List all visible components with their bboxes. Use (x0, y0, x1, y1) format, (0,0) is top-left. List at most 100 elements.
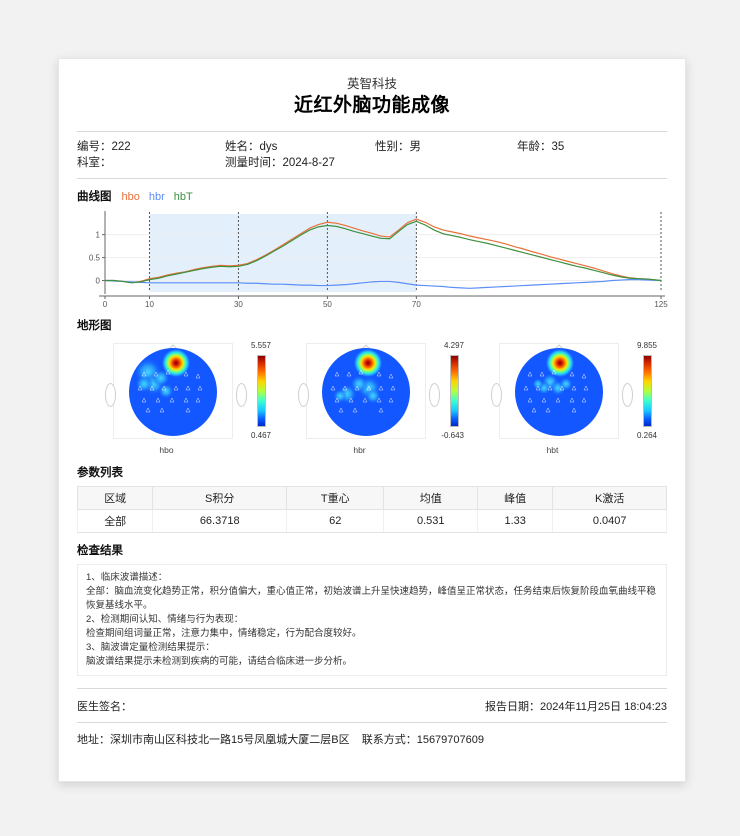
params-section-title: 参数列表 (77, 467, 123, 479)
patient-gender-value: 男 (409, 141, 422, 153)
curve-section-header: 曲线图 hbo hbr hbT (77, 188, 667, 204)
colorbar-min: 0.467 (250, 431, 271, 440)
patient-gender-label: 性别： (375, 141, 410, 153)
patient-id: 编号：222 (77, 138, 131, 154)
params-column-header: 峰值 (476, 486, 554, 510)
params-cell: 1.33 (476, 509, 554, 533)
params-cell: 0.531 (383, 509, 478, 533)
topo-map-hbr: 4.297 -0.643 hbr (292, 339, 467, 455)
svg-text:70: 70 (412, 300, 421, 308)
svg-text:1: 1 (96, 231, 101, 240)
ear-left-icon (298, 383, 309, 407)
report-header: 英智科技 近红外脑功能成像 (77, 59, 667, 119)
topo-head-svg (515, 344, 603, 436)
signature-row: 医生签名： 报告日期：2024年11月25日 18:04:23 (77, 689, 667, 722)
params-column-header: 区域 (76, 486, 154, 510)
patient-info: 编号：222 科室： 姓名：dys 测量时间：2024-8-27 性别：男 年龄… (77, 132, 667, 176)
patient-age: 年龄：35 (517, 138, 564, 154)
address-value: 深圳市南山区科技北一路15号凤凰城大厦二层B区 (110, 734, 350, 746)
ear-right-icon (622, 383, 633, 407)
topo-map-canvas: 5.557 0.467 (99, 339, 274, 443)
topo-frame (499, 343, 619, 439)
report-date-label: 报告日期： (485, 701, 540, 713)
params-column-header: 均值 (383, 486, 478, 510)
legend-item-hbt: hbT (173, 191, 193, 203)
doctor-signature-label: 医生签名： (77, 701, 132, 713)
colorbar (643, 355, 652, 427)
svg-text:10: 10 (145, 300, 154, 308)
patient-dept-label: 科室： (77, 157, 112, 169)
topo-map-hbt: 9.855 0.264 hbt (485, 339, 660, 455)
params-column-header: T重心 (286, 486, 385, 510)
topo-map-row: 5.557 0.467 hbo 4.297 -0.643 hbr 9.855 0.264 hbt (77, 339, 667, 455)
line-chart-svg: 00.510 10 30 50 70 125 (89, 211, 668, 308)
patient-name-label: 姓名： (225, 141, 260, 153)
result-line: 2、检测期间认知、情绪与行为表现： (86, 614, 244, 625)
svg-text:0: 0 (103, 300, 108, 308)
legend-item-hbo: hbo (121, 191, 140, 203)
ear-right-icon (236, 383, 247, 407)
ear-right-icon (429, 383, 440, 407)
colorbar-min: 0.264 (636, 431, 657, 440)
footer-divider-bottom (77, 722, 667, 723)
topo-map-label: hbr (353, 445, 366, 455)
patient-name-value: dys (259, 141, 278, 153)
params-cell: 62 (286, 509, 385, 533)
ear-left-icon (491, 383, 502, 407)
line-chart: 0 0.5 1 0 10 30 50 70 125 (77, 208, 669, 308)
topo-head-svg (322, 344, 410, 436)
measure-time-label: 测量时间： (225, 157, 283, 169)
curve-section-title: 曲线图 (77, 191, 112, 203)
results-section-title: 检查结果 (77, 545, 123, 557)
patient-name: 姓名：dys (225, 138, 277, 154)
chart-legend: hbo hbr hbT (122, 191, 193, 203)
colorbar-max: 4.297 (443, 341, 464, 350)
colorbar-max: 9.855 (636, 341, 657, 350)
result-line: 全部：脑血流变化趋势正常，积分值偏大，重心值正常，初始波谱上升呈快速趋势，峰值呈… (86, 586, 657, 597)
patient-gender: 性别：男 (375, 138, 421, 154)
svg-text:125: 125 (654, 300, 668, 308)
params-table-header-row: 区域 S积分 T重心 均值 峰值 K激活 (76, 486, 667, 510)
topo-frame (306, 343, 426, 439)
ear-left-icon (105, 383, 116, 407)
info-divider (77, 178, 667, 179)
patient-dept: 科室： (77, 154, 112, 170)
report-date: 报告日期：2024年11月25日 18:04:23 (485, 698, 667, 714)
params-cell: 全部 (76, 509, 154, 533)
measure-time-value: 2024-8-27 (282, 157, 335, 169)
colorbar (450, 355, 459, 427)
params-table-body: 全部 66.3718 62 0.531 1.33 0.0407 (76, 509, 667, 533)
topo-frame (113, 343, 233, 439)
measure-time: 测量时间：2024-8-27 (225, 154, 335, 170)
patient-age-value: 35 (551, 141, 565, 153)
patient-id-value: 222 (111, 141, 131, 153)
params-column-header: K激活 (552, 486, 667, 510)
topo-map-label: hbt (546, 445, 559, 455)
patient-age-label: 年龄： (517, 141, 552, 153)
svg-text:50: 50 (323, 300, 332, 308)
legend-item-hbr: hbr (148, 191, 165, 203)
topo-map-canvas: 4.297 -0.643 (292, 339, 467, 443)
result-line: 检查期间组词量正常，注意力集中，情绪稳定，行为配合度较好。 (86, 628, 362, 639)
address-label: 地址： (77, 734, 110, 746)
result-line: 脑波谱结果提示未检测到疾病的可能，请结合临床进一步分析。 (86, 656, 353, 667)
colorbar-min: -0.643 (441, 431, 464, 440)
contact-label: 联系方式： (361, 734, 417, 746)
contact-value: 15679707609 (416, 734, 484, 746)
patient-id-label: 编号： (77, 141, 112, 153)
footer-divider-top (77, 688, 667, 689)
topo-head-svg (129, 344, 217, 436)
params-column-header: S积分 (152, 486, 288, 510)
results-box: 1、临床波谱描述： 全部：脑血流变化趋势正常，积分值偏大，重心值正常，初始波谱上升… (77, 564, 667, 676)
company-name: 英智科技 (346, 77, 397, 91)
params-cell: 66.3718 (152, 509, 288, 533)
topo-section-title: 地形图 (77, 320, 112, 332)
result-line: 3、脑波谱定量检测结果提示： (86, 642, 215, 653)
colorbar-max: 5.557 (250, 341, 271, 350)
report-card: 英智科技 近红外脑功能成像 编号：222 科室： 姓名：dys 测量时间：202… (58, 58, 686, 782)
page-title: 近红外脑功能成像 (293, 95, 450, 116)
topo-map-label: hbo (159, 445, 174, 455)
params-cell: 0.0407 (552, 509, 667, 533)
report-date-value: 2024年11月25日 18:04:23 (540, 701, 667, 713)
params-table: 区域 S积分 T重心 均值 峰值 K激活 全部 66.3718 62 0.531 1.33 0.04… (76, 486, 667, 533)
